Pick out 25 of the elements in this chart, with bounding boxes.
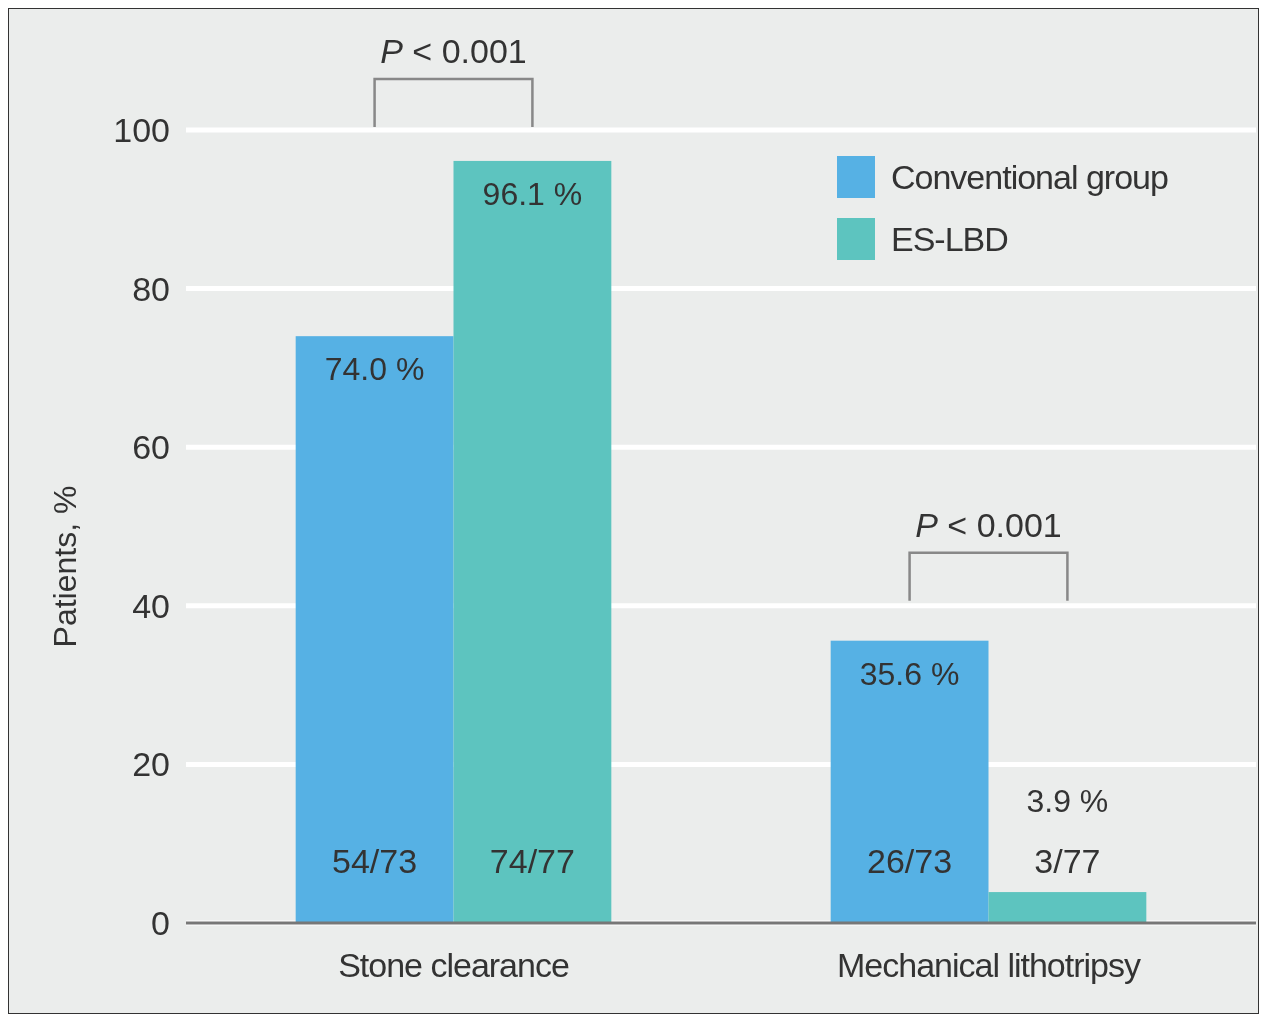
x-tick-label: Stone clearance: [338, 946, 569, 984]
annotation: 26/73: [867, 842, 953, 881]
y-tick-label: 20: [132, 745, 170, 784]
annotation: 74/77: [489, 842, 575, 881]
y-tick-label: 0: [151, 903, 170, 942]
bar: [988, 892, 1147, 923]
annotation: 54/73: [332, 842, 418, 881]
legend-label: ES-LBD: [891, 219, 1008, 258]
x-tick-label: Mechanical lithotripsy: [836, 946, 1142, 984]
data-label: 3.9 %: [1026, 783, 1109, 820]
y-tick-label: 40: [132, 586, 170, 625]
y-tick-label: 80: [132, 269, 170, 308]
text: P < 0.001: [380, 31, 527, 70]
legend-label: Conventional group: [891, 157, 1168, 196]
bar: [830, 640, 989, 923]
annotation: P < 0.001: [915, 505, 1062, 544]
bar: [295, 336, 454, 923]
y-tick-label: 60: [132, 428, 170, 467]
y-tick-label: 100: [113, 110, 170, 149]
y-axis-title: Patients, %: [47, 485, 83, 648]
data-label: 74.0 %: [324, 351, 425, 388]
data-label: 35.6 %: [859, 655, 960, 692]
bar: [453, 160, 612, 923]
annotation: 3/77: [1034, 842, 1101, 881]
data-label: 96.1 %: [482, 175, 583, 212]
